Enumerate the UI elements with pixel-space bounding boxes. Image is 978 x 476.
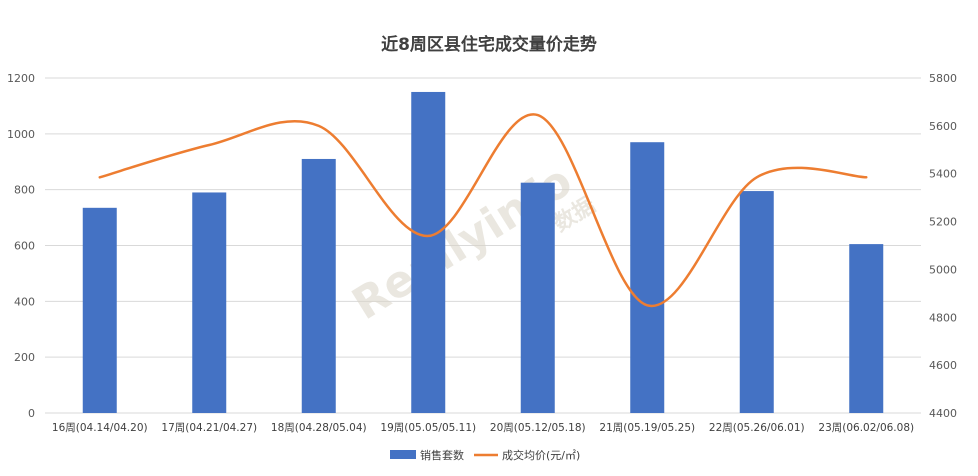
line-series bbox=[98, 113, 868, 308]
y-right-tick-label: 5800 bbox=[929, 72, 957, 85]
x-tick-label: 22周(05.26/06.01) bbox=[709, 422, 805, 434]
x-tick-label: 19周(05.05/05.11) bbox=[380, 422, 476, 434]
watermark: Reallyinfo 数据 bbox=[344, 155, 600, 330]
y-axis-left: 0 200 400 600 800 1000 1200 bbox=[7, 72, 35, 420]
bar bbox=[82, 207, 117, 413]
x-tick-label: 20周(05.12/05.18) bbox=[490, 422, 586, 434]
chart-title: 近8周区县住宅成交量价走势 bbox=[381, 34, 597, 55]
y-right-tick-label: 5600 bbox=[929, 120, 957, 133]
y-left-tick-label: 600 bbox=[14, 240, 35, 253]
bar-series bbox=[82, 91, 884, 414]
y-right-tick-label: 5400 bbox=[929, 168, 957, 181]
bar bbox=[849, 244, 884, 413]
x-tick-label: 16周(04.14/04.20) bbox=[52, 422, 148, 434]
y-right-tick-label: 4400 bbox=[929, 407, 957, 420]
x-tick-label: 17周(04.21/04.27) bbox=[161, 422, 257, 434]
y-left-tick-label: 0 bbox=[28, 407, 35, 420]
legend: 销售套数 成交均价(元/㎡) bbox=[390, 448, 580, 462]
y-left-tick-label: 1200 bbox=[7, 72, 35, 85]
y-right-tick-label: 5200 bbox=[929, 216, 957, 229]
bar bbox=[411, 91, 446, 413]
legend-bar-swatch bbox=[390, 450, 416, 459]
y-right-tick-label: 4600 bbox=[929, 359, 957, 372]
x-tick-label: 23周(06.02/06.08) bbox=[818, 422, 914, 434]
y-left-tick-label: 800 bbox=[14, 184, 35, 197]
legend-line-label: 成交均价(元/㎡) bbox=[502, 448, 580, 462]
y-left-tick-label: 1000 bbox=[7, 128, 35, 141]
x-tick-label: 18周(04.28/05.04) bbox=[271, 422, 367, 434]
gridlines bbox=[45, 77, 921, 414]
y-axis-right: 4400 4600 4800 5000 5200 5400 5600 5800 bbox=[929, 72, 957, 420]
bar bbox=[301, 158, 336, 413]
y-left-tick-label: 400 bbox=[14, 295, 35, 308]
bar bbox=[520, 182, 555, 413]
x-axis: 16周(04.14/04.20) 17周(04.21/04.27) 18周(04.2… bbox=[52, 422, 914, 434]
y-left-tick-label: 200 bbox=[14, 351, 35, 364]
bar bbox=[630, 142, 665, 414]
legend-bar-label: 销售套数 bbox=[420, 448, 464, 462]
bar bbox=[739, 191, 774, 413]
y-right-tick-label: 4800 bbox=[929, 311, 957, 324]
bar bbox=[192, 192, 227, 413]
y-right-tick-label: 5000 bbox=[929, 263, 957, 276]
x-tick-label: 21周(05.19/05.25) bbox=[599, 422, 695, 434]
